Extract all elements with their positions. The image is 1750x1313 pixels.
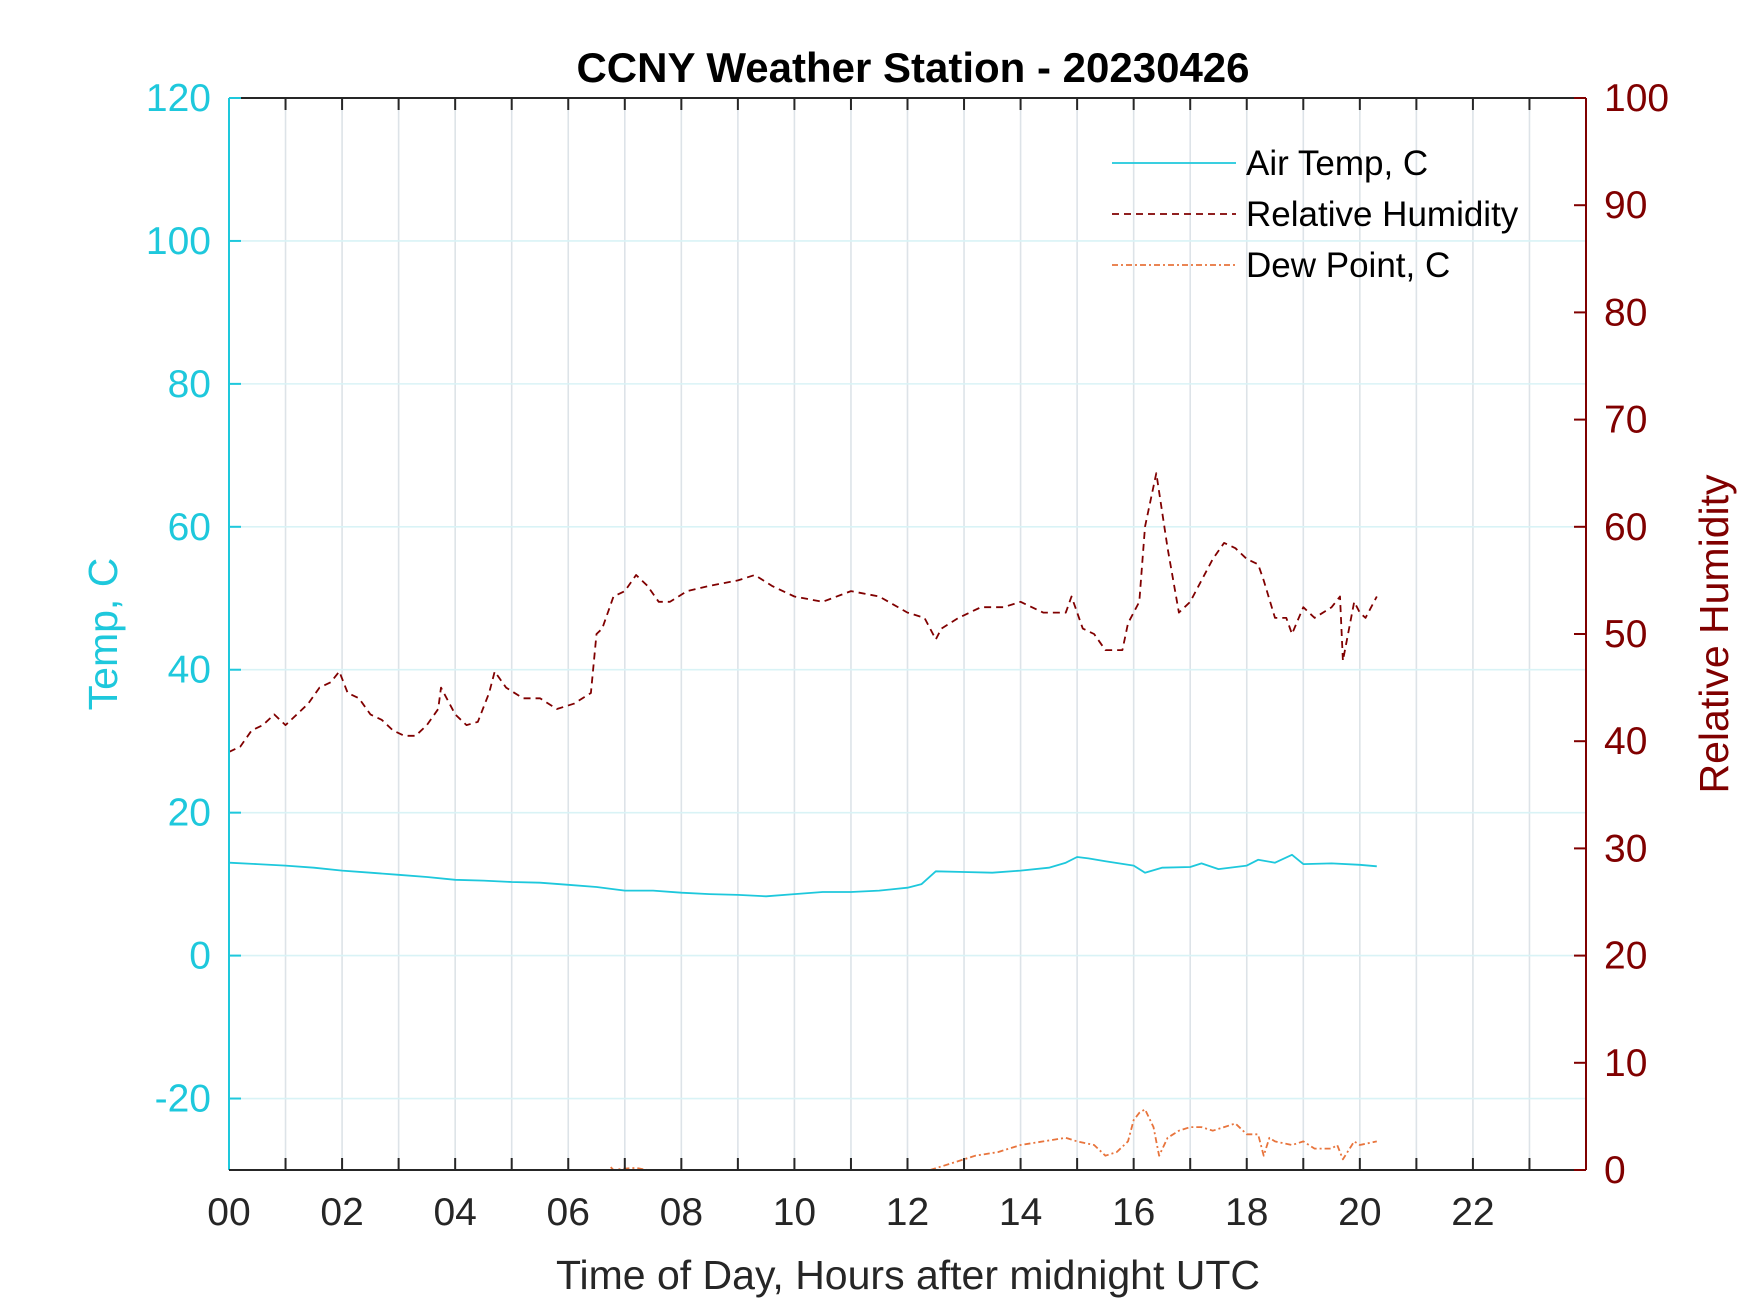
- y-left-tick-label: 20: [168, 792, 211, 835]
- y-right-tick-label: 30: [1604, 827, 1647, 870]
- y-left-tick-label: 40: [168, 649, 211, 692]
- legend-label: Dew Point, C: [1246, 246, 1450, 285]
- chart-title: CCNY Weather Station - 20230426: [576, 44, 1249, 91]
- x-tick-label: 18: [1225, 1191, 1268, 1234]
- legend-label: Air Temp, C: [1246, 144, 1428, 183]
- legend-label: Relative Humidity: [1246, 195, 1519, 234]
- y-right-tick-label: 80: [1604, 291, 1647, 334]
- y-right-tick-label: 90: [1604, 184, 1647, 227]
- x-tick-label: 10: [773, 1191, 816, 1234]
- x-tick-label: 00: [207, 1191, 250, 1234]
- x-tick-label: 12: [886, 1191, 929, 1234]
- y-left-tick-label: 80: [168, 363, 211, 406]
- y-right-tick-label: 0: [1604, 1149, 1626, 1192]
- y-right-tick-label: 10: [1604, 1042, 1647, 1085]
- y-right-tick-label: 100: [1604, 77, 1669, 120]
- y-axis-left-label: Temp, C: [80, 558, 126, 711]
- x-tick-label: 22: [1451, 1191, 1494, 1234]
- x-axis-label: Time of Day, Hours after midnight UTC: [556, 1252, 1260, 1298]
- grid: [229, 98, 1586, 1170]
- x-tick-label: 14: [999, 1191, 1042, 1234]
- y-right-tick-label: 40: [1604, 720, 1647, 763]
- x-tick-label: 04: [433, 1191, 476, 1234]
- series-line: [228, 472, 1378, 753]
- x-tick-label: 02: [320, 1191, 363, 1234]
- x-tick-label: 20: [1338, 1191, 1381, 1234]
- y-right-tick-label: 20: [1604, 935, 1647, 978]
- y-left-tick-label: 60: [168, 506, 211, 549]
- y-right-tick-label: 60: [1604, 506, 1647, 549]
- x-tick-label: 08: [660, 1191, 703, 1234]
- legend: Air Temp, C Relative Humidity Dew Point, C: [1112, 144, 1519, 285]
- y-left-tick-label: -20: [155, 1078, 211, 1121]
- y-right-tick-label: 70: [1604, 399, 1647, 442]
- y-left-tick-label: 0: [189, 935, 211, 978]
- x-tick-label: 16: [1112, 1191, 1155, 1234]
- x-tick-label: 06: [547, 1191, 590, 1234]
- ticks: 00 02 04 06 08 10 12 14 16 18 20 22-200204060801001…: [146, 77, 1669, 1234]
- y-axis-right-label: Relative Humidity: [1691, 474, 1737, 793]
- y-left-tick-label: 120: [146, 77, 211, 120]
- y-left-tick-label: 100: [146, 220, 211, 263]
- series-line: [228, 853, 1377, 898]
- y-right-tick-label: 50: [1604, 613, 1647, 656]
